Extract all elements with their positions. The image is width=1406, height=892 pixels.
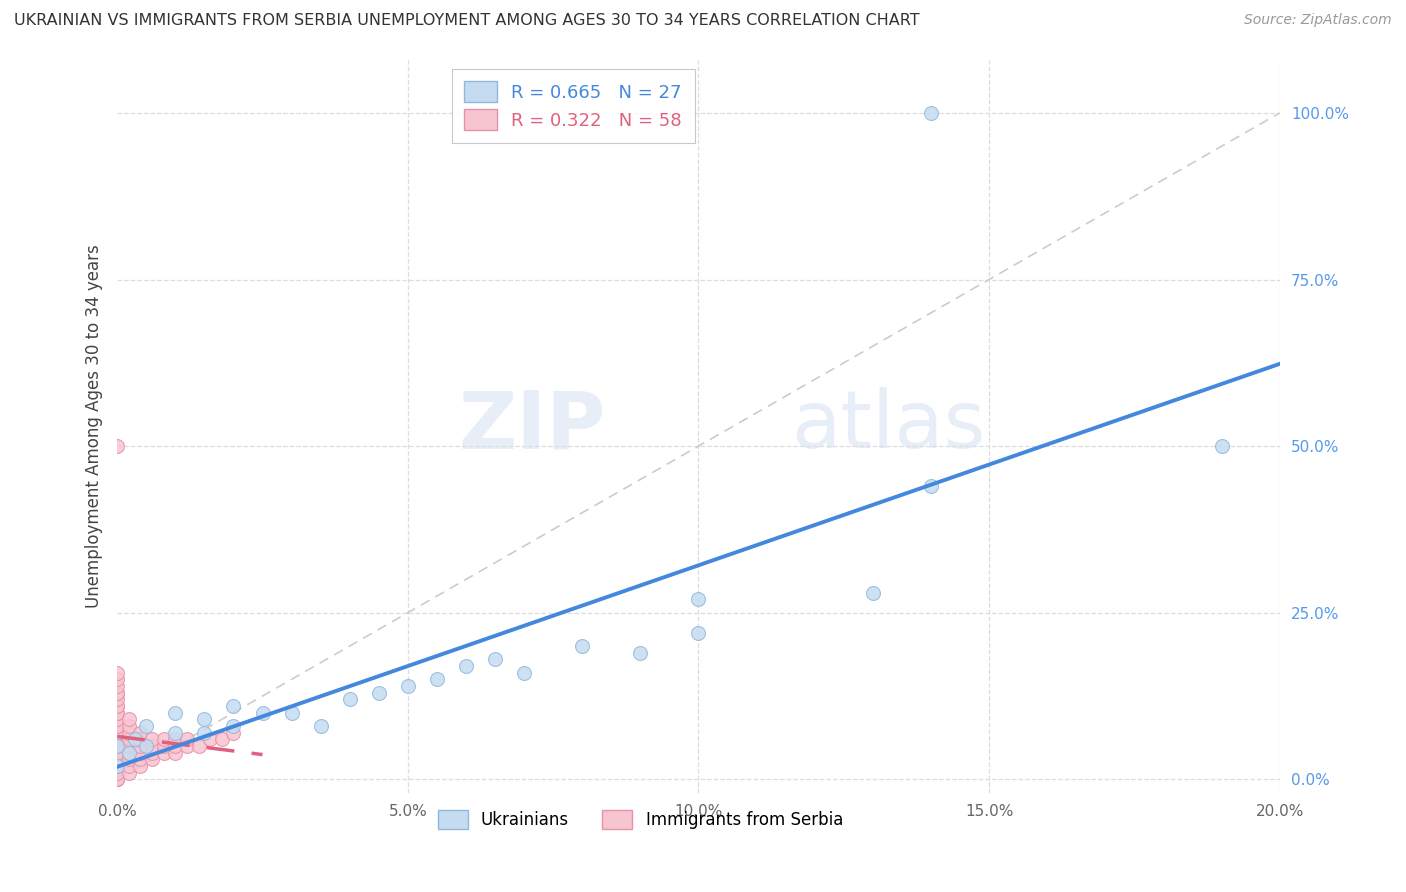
Point (165, 725, 187, 739)
Point (141, 732, 163, 747)
Point (105, 732, 128, 747)
Point (105, 673, 128, 687)
Point (105, 739, 128, 753)
Point (118, 719, 141, 733)
Point (176, 739, 198, 753)
Point (152, 732, 174, 747)
Point (105, 725, 128, 739)
Point (118, 752, 141, 766)
Point (129, 759, 152, 773)
Point (129, 725, 152, 739)
Point (105, 746, 128, 760)
Point (105, 772, 128, 787)
Point (118, 746, 141, 760)
Point (862, 585, 884, 599)
Point (628, 646, 651, 660)
Point (129, 746, 152, 760)
Point (193, 725, 215, 739)
Point (688, 592, 710, 607)
Point (571, 639, 593, 653)
Point (105, 692, 128, 706)
Point (165, 706, 187, 720)
Point (513, 665, 536, 680)
Point (339, 692, 361, 706)
Point (105, 759, 128, 773)
Point (118, 739, 141, 753)
Point (105, 772, 128, 787)
Point (105, 712, 128, 726)
Point (118, 725, 141, 739)
Text: ZIP: ZIP (458, 387, 606, 465)
Point (105, 699, 128, 714)
Text: atlas: atlas (792, 387, 986, 465)
Point (129, 732, 152, 747)
Text: Source: ZipAtlas.com: Source: ZipAtlas.com (1244, 13, 1392, 28)
Point (1211, 439, 1233, 453)
Point (426, 673, 449, 687)
Point (118, 759, 141, 773)
Point (187, 739, 209, 753)
Point (165, 732, 187, 747)
Point (484, 652, 506, 666)
Point (105, 759, 128, 773)
Point (165, 739, 187, 753)
Point (920, 106, 942, 120)
Point (105, 719, 128, 733)
Point (105, 686, 128, 700)
Point (105, 686, 128, 700)
Point (135, 719, 157, 733)
Point (118, 746, 141, 760)
Point (105, 699, 128, 714)
Point (135, 739, 157, 753)
Point (193, 712, 215, 726)
Legend: Ukrainians, Immigrants from Serbia: Ukrainians, Immigrants from Serbia (430, 803, 849, 836)
Point (920, 479, 942, 493)
Point (141, 739, 163, 753)
Point (198, 732, 221, 747)
Point (118, 732, 141, 747)
Point (105, 765, 128, 780)
Point (141, 752, 163, 766)
Point (118, 765, 141, 780)
Point (152, 746, 174, 760)
Point (105, 746, 128, 760)
Point (105, 719, 128, 733)
Point (105, 706, 128, 720)
Point (152, 739, 174, 753)
Point (688, 625, 710, 640)
Point (280, 706, 302, 720)
Point (129, 752, 152, 766)
Point (252, 706, 274, 720)
Point (105, 772, 128, 787)
Point (141, 746, 163, 760)
Point (165, 746, 187, 760)
Point (105, 772, 128, 787)
Point (222, 719, 245, 733)
Point (105, 679, 128, 693)
Text: UKRAINIAN VS IMMIGRANTS FROM SERBIA UNEMPLOYMENT AMONG AGES 30 TO 34 YEARS CORRE: UKRAINIAN VS IMMIGRANTS FROM SERBIA UNEM… (14, 13, 920, 29)
Point (105, 725, 128, 739)
Point (176, 732, 198, 747)
Point (367, 686, 389, 700)
Point (105, 739, 128, 753)
Point (222, 699, 245, 714)
Point (105, 439, 128, 453)
Point (105, 706, 128, 720)
Point (222, 725, 245, 739)
Point (105, 752, 128, 766)
Point (124, 732, 146, 747)
Point (105, 665, 128, 680)
Point (396, 679, 419, 693)
Point (454, 659, 477, 673)
Point (211, 732, 233, 747)
Point (309, 719, 332, 733)
Point (129, 739, 152, 753)
Y-axis label: Unemployment Among Ages 30 to 34 years: Unemployment Among Ages 30 to 34 years (86, 244, 103, 608)
Point (118, 712, 141, 726)
